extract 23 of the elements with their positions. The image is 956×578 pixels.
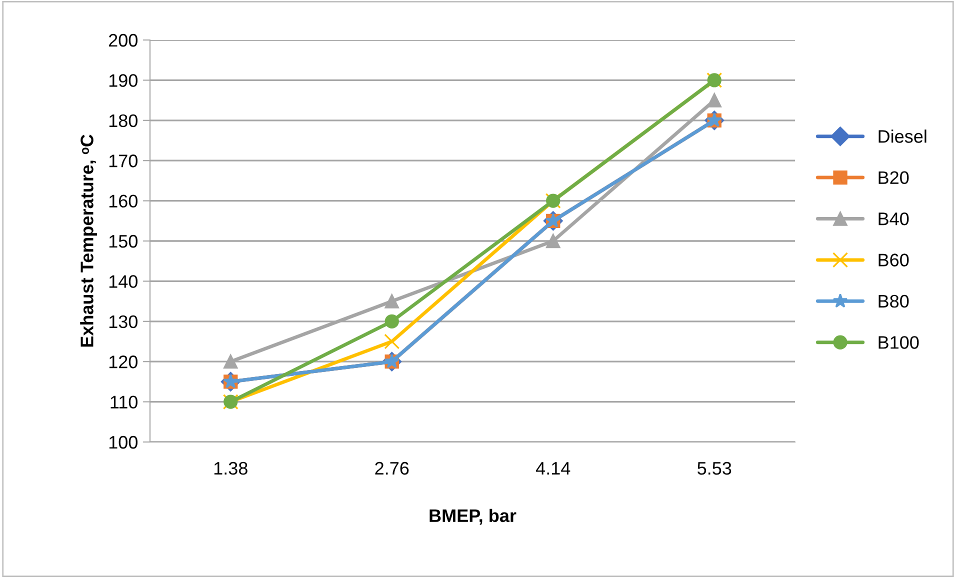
legend-label: B60 [878,254,909,266]
y-tick-label: 180 [109,114,138,128]
legend-label: B20 [878,171,909,184]
y-tick-label: 120 [109,356,138,368]
y-tick-label: 100 [109,436,138,449]
x-axis-title: BMEP, bar [430,508,516,525]
y-axis-title: Exhaust Temperature, ᵒC [80,134,97,347]
y-tick-label: 160 [109,194,138,208]
x-tick-label: 2.76 [375,462,409,475]
y-tick-label: 150 [109,234,138,248]
y-tick-label: 170 [109,154,138,168]
legend-label: B40 [878,212,909,226]
y-tick-label: 110 [110,396,138,409]
y-tick-label: 190 [109,74,138,87]
legend-label: B80 [878,294,909,308]
x-tick-label: 1.38 [214,462,248,475]
y-tick-label: 140 [109,275,138,288]
x-tick-label: 5.53 [698,462,732,475]
y-tick-label: 130 [109,315,138,328]
y-tick-label: 200 [108,34,138,47]
legend-label: Diesel [878,130,926,143]
x-tick-label: 4.14 [536,462,570,475]
legend-label: B100 [878,336,919,349]
